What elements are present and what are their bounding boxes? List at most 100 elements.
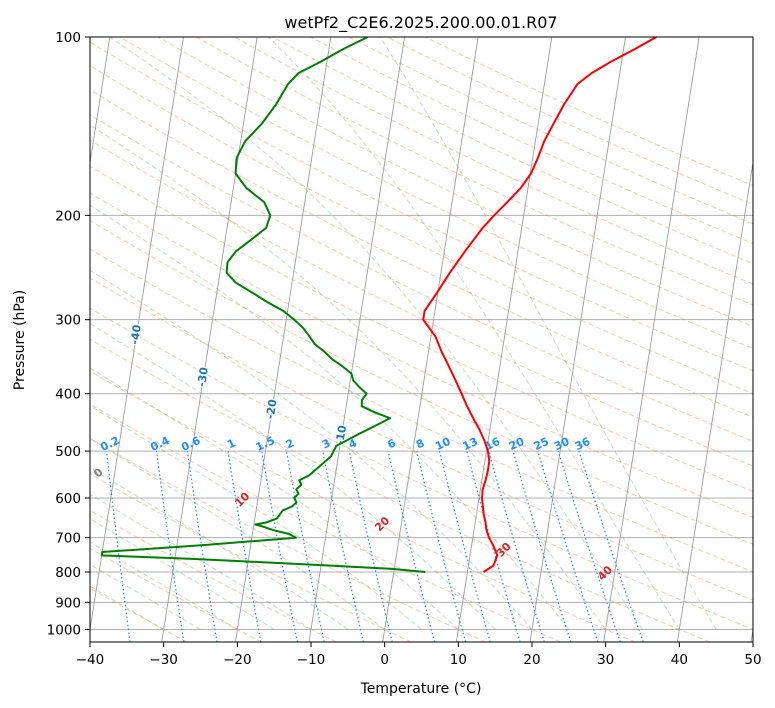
- x-tick-label: −20: [223, 652, 252, 668]
- dry-adiabat: [90, 277, 753, 601]
- isotherm-line: [308, 37, 405, 642]
- moist-adiabat-label: 20: [372, 514, 392, 534]
- mixing-ratio-line: [512, 450, 572, 642]
- dry-adiabat: [119, 37, 753, 349]
- isotherm-line: [603, 37, 700, 642]
- dry-adiabat: [90, 437, 486, 642]
- moist-adiabat: [109, 37, 643, 630]
- moist-adiabat-label: 0: [91, 465, 106, 480]
- mixing-ratio-label: 25: [532, 435, 551, 453]
- dry-adiabat: [90, 547, 262, 642]
- isotherm-label: -40: [128, 323, 144, 345]
- moist-adiabats: [90, 37, 717, 630]
- y-axis-label: Pressure (hPa): [12, 290, 28, 390]
- isotherm-label: -60: [0, 226, 12, 248]
- y-tick-label: 400: [55, 387, 81, 403]
- moist-adiabat: [90, 563, 201, 630]
- moist-adiabat: [90, 405, 422, 630]
- mixing-ratio-line: [438, 450, 491, 642]
- x-axis: −40 −30 −20 −10 0 10 20 30 40 50: [76, 642, 762, 668]
- mixing-ratio-label: 8: [414, 436, 426, 451]
- mixing-ratio-line: [155, 451, 185, 642]
- dry-adiabat: [310, 37, 753, 245]
- mixing-ratio-lines: [105, 450, 644, 642]
- x-tick-label: 10: [450, 652, 467, 668]
- y-tick-label: 100: [55, 30, 81, 46]
- x-tick-label: −10: [297, 652, 326, 668]
- mixing-ratio-line: [186, 451, 218, 642]
- moist-adiabat: [379, 37, 717, 630]
- dry-adiabat: [157, 37, 753, 328]
- dry-adiabat: [90, 403, 561, 642]
- isotherm-line: [90, 37, 184, 633]
- isotherm-line: [529, 37, 626, 642]
- y-tick-label: 500: [55, 444, 81, 460]
- x-tick-label: −30: [149, 652, 178, 668]
- mixing-ratio-label: 13: [461, 435, 480, 453]
- moist-adiabat: [90, 541, 238, 630]
- dry-adiabat: [348, 37, 753, 225]
- y-tick-label: 600: [55, 491, 81, 507]
- y-tick-label: 1000: [47, 622, 81, 638]
- dry-adiabat: [90, 338, 710, 642]
- moist-adiabat-label: 40: [595, 563, 615, 583]
- x-tick-label: 20: [523, 652, 540, 668]
- mixing-ratio-line: [557, 450, 621, 642]
- mixing-ratio-label: 3: [320, 436, 332, 451]
- isotherm-label: -50: [62, 277, 78, 299]
- isotherm-labels: -100-90-80-70-60-50-40-30-20-10: [0, 226, 351, 447]
- isotherm-line: [382, 37, 479, 642]
- x-tick-label: −40: [76, 652, 105, 668]
- isotherms: [90, 37, 753, 642]
- x-tick-label: 40: [671, 652, 688, 668]
- y-axis: 100 200 300 400 500 600 700 800 900 1000: [47, 30, 90, 638]
- mixing-ratio-label: 36: [573, 435, 593, 453]
- mixing-ratio-label: 1: [225, 436, 237, 451]
- sounding-series: [100, 37, 657, 573]
- mixing-ratio-label: 2: [284, 436, 296, 451]
- dry-adiabat: [90, 509, 337, 642]
- moist-adiabat: [90, 269, 533, 630]
- y-tick-label: 800: [55, 565, 81, 581]
- moist-adiabat: [90, 124, 607, 630]
- moist-adiabat: [268, 37, 680, 630]
- x-tick-label: 30: [597, 652, 614, 668]
- mixing-ratio-line: [322, 450, 364, 642]
- dry-adiabat: [272, 37, 753, 265]
- isotherm-line: [750, 626, 753, 642]
- isotherm-line: [161, 37, 258, 642]
- dewpoint-line: [100, 37, 426, 573]
- dry-adiabat: [425, 37, 753, 187]
- mixing-ratio-line: [387, 450, 435, 642]
- mixing-ratio-line: [227, 451, 262, 642]
- x-tick-label: 50: [744, 652, 761, 668]
- x-axis-label: Temperature (°C): [360, 681, 482, 697]
- pressure-gridlines: [90, 37, 753, 630]
- mixing-ratio-label: 30: [552, 435, 572, 453]
- dry-adiabat: [90, 473, 412, 642]
- isotherm-line: [90, 37, 111, 166]
- mixing-ratio-line: [416, 450, 467, 642]
- mixing-ratio-line: [537, 450, 599, 642]
- mixing-ratio-label: 20: [507, 435, 527, 453]
- moist-adiabat: [90, 322, 496, 630]
- dry-adiabat: [90, 65, 753, 395]
- isotherm-line: [676, 159, 753, 642]
- mixing-ratio-line: [348, 450, 393, 642]
- mixing-ratio-line: [285, 450, 325, 642]
- mixing-ratio-label: 6: [385, 436, 398, 451]
- moist-adiabat: [90, 204, 570, 630]
- isotherm-line: [455, 37, 553, 642]
- dry-adiabat: [90, 370, 636, 642]
- plot-area: -100-90-80-70-60-50-40-30-20-10 0.10.20.…: [0, 37, 753, 642]
- x-tick-label: 0: [380, 652, 389, 668]
- plot-frame: [89, 36, 754, 643]
- mixing-ratio-line: [578, 450, 644, 642]
- dry-adiabat: [90, 165, 753, 493]
- dry-adiabat: [90, 41, 753, 372]
- mixing-ratio-line: [488, 450, 545, 642]
- isotherm-label: -20: [264, 398, 280, 420]
- y-tick-label: 700: [55, 531, 81, 547]
